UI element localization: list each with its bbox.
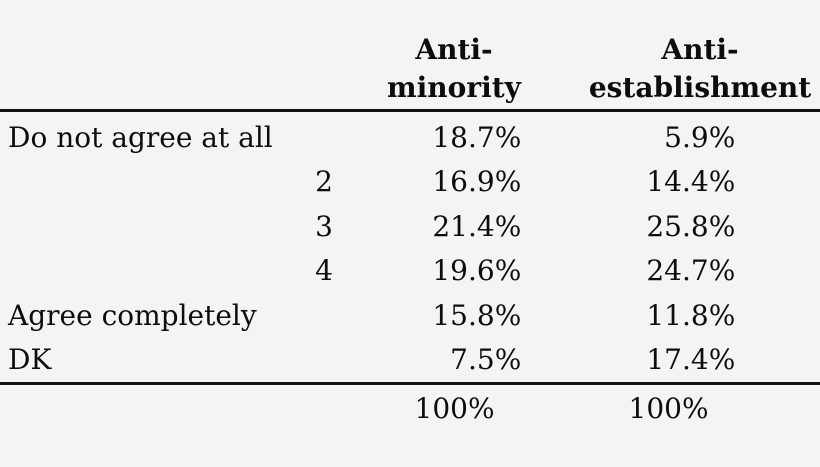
table-row-dk: DK 7.5% 17.4% [0, 338, 820, 383]
value-fraction: % [682, 391, 709, 425]
value-fraction: .6% [468, 254, 522, 288]
row-scale-number: 2 [315, 165, 333, 199]
table-row-scale-3: 3 21.4% 25.8% [0, 204, 820, 249]
value-integer: 7 [450, 343, 468, 377]
anti-establishment-value: 14.4% [560, 165, 820, 198]
value-integer: 24 [646, 254, 682, 288]
value-integer: 16 [432, 165, 468, 199]
table-totals-row: 100% 100% [0, 382, 820, 431]
row-scale-number: 4 [315, 254, 333, 288]
value-fraction: .7% [468, 120, 522, 154]
anti-minority-value: 19.6% [345, 254, 560, 287]
row-label-cell: DK [0, 343, 345, 376]
table-row-do-not-agree: Do not agree at all 18.7% 5.9% [0, 115, 820, 160]
anti-establishment-value: 11.8% [560, 299, 820, 332]
value-integer: 11 [646, 298, 682, 332]
row-label: Agree completely [8, 298, 257, 332]
row-scale-number: 3 [315, 209, 333, 243]
percentage-table: Anti-minority Anti-establishment Do not … [0, 0, 820, 431]
value-fraction: .4% [682, 165, 736, 199]
anti-establishment-value: 25.8% [560, 210, 820, 243]
anti-minority-value: 16.9% [345, 165, 560, 198]
anti-establishment-value: 17.4% [560, 343, 820, 376]
value-fraction: .4% [682, 343, 736, 377]
value-integer: 5 [664, 120, 682, 154]
value-fraction: .8% [468, 298, 522, 332]
row-label-cell: 2 [0, 165, 345, 198]
anti-minority-value: 21.4% [345, 210, 560, 243]
value-integer: 18 [432, 120, 468, 154]
value-fraction: .8% [682, 298, 736, 332]
value-fraction: .9% [682, 120, 736, 154]
value-fraction: % [468, 391, 495, 425]
table-row-agree-completely: Agree completely 15.8% 11.8% [0, 293, 820, 338]
anti-establishment-total: 100% [560, 392, 820, 425]
value-integer: 100 [628, 391, 682, 425]
value-integer: 25 [646, 209, 682, 243]
row-label: DK [8, 343, 52, 377]
value-fraction: .9% [468, 165, 522, 199]
anti-minority-value: 18.7% [345, 121, 560, 154]
value-integer: 14 [646, 165, 682, 199]
column-header-anti-minority: Anti-minority [387, 33, 521, 104]
row-label: Do not agree at all [8, 120, 273, 154]
row-label-cell: 4 [0, 254, 345, 287]
column-header-anti-establishment: Anti-establishment [588, 33, 812, 104]
value-integer: 17 [646, 343, 682, 377]
row-label-cell: Do not agree at all [0, 121, 345, 154]
value-integer: 15 [432, 298, 468, 332]
row-label-cell: 3 [0, 210, 345, 243]
table-header-row: Anti-minority Anti-establishment [0, 0, 820, 112]
value-fraction: .8% [682, 209, 736, 243]
table-row-scale-2: 2 16.9% 14.4% [0, 160, 820, 205]
value-integer: 100 [414, 391, 468, 425]
anti-establishment-value: 5.9% [560, 121, 820, 154]
anti-establishment-value: 24.7% [560, 254, 820, 287]
value-fraction: .7% [682, 254, 736, 288]
anti-minority-value: 7.5% [345, 343, 560, 376]
row-label-cell: Agree completely [0, 299, 345, 332]
value-fraction: .4% [468, 209, 522, 243]
anti-minority-total: 100% [345, 392, 560, 425]
value-integer: 21 [432, 209, 468, 243]
value-integer: 19 [432, 254, 468, 288]
table-row-scale-4: 4 19.6% 24.7% [0, 249, 820, 294]
value-fraction: .5% [468, 343, 522, 377]
table-body: Do not agree at all 18.7% 5.9% 2 16.9% 1… [0, 112, 820, 382]
anti-minority-value: 15.8% [345, 299, 560, 332]
